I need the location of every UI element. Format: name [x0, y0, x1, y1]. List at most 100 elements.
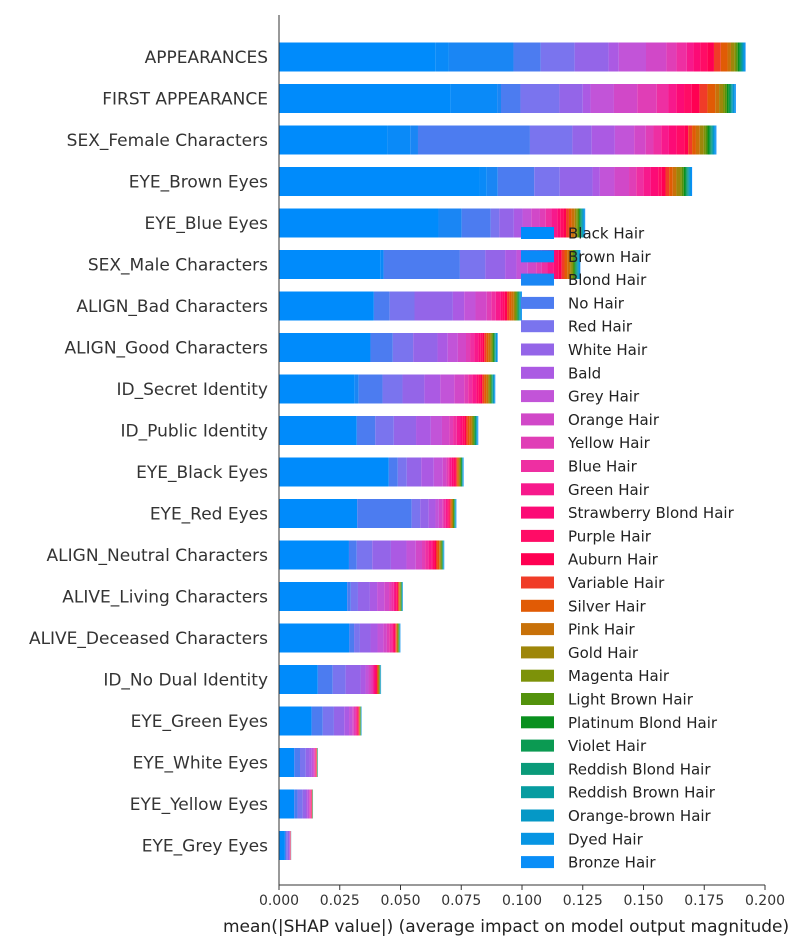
- legend-swatch: [521, 739, 554, 752]
- x-tick-label: 0.175: [684, 893, 724, 909]
- bar-segment: [396, 623, 398, 653]
- bar-segment: [522, 208, 532, 238]
- bar-segment: [599, 167, 615, 196]
- bar-segment: [387, 125, 411, 155]
- bar-segment: [486, 333, 489, 362]
- bar-segment: [468, 374, 473, 404]
- y-tick-label: EYE_Red Eyes: [150, 505, 268, 525]
- bar-segment: [349, 623, 355, 653]
- bar-segment: [560, 208, 564, 238]
- legend-label: Strawberry Blond Hair: [568, 504, 735, 522]
- bar-segment: [731, 84, 733, 113]
- bar-segment: [449, 499, 450, 528]
- bar-segment: [445, 499, 448, 528]
- y-tick-label: ALIGN_Good Characters: [65, 339, 269, 359]
- bar-segment: [390, 540, 407, 570]
- x-axis-label: mean(|SHAP value|) (average impact on mo…: [223, 917, 789, 937]
- bar-segment: [392, 623, 394, 653]
- bar-segment: [386, 623, 390, 653]
- legend-label: Bald: [568, 364, 601, 382]
- bar-segment: [740, 42, 742, 72]
- bar-segment: [742, 42, 744, 72]
- bar-segment: [517, 291, 519, 321]
- bar-segment: [490, 374, 492, 404]
- legend-swatch: [521, 529, 554, 542]
- bar-segment: [397, 623, 399, 653]
- bar-segment: [614, 167, 630, 196]
- bar-segment: [575, 250, 577, 279]
- bar-segment: [722, 84, 725, 113]
- bar-segment: [375, 416, 394, 445]
- bar-segment: [434, 540, 437, 570]
- bar-segment: [681, 167, 684, 196]
- bar-segment: [472, 416, 474, 445]
- bar-segment: [370, 333, 393, 362]
- bar-segment: [504, 291, 508, 321]
- bar-segment: [435, 499, 439, 528]
- bar-segment: [529, 125, 573, 155]
- bar-segment: [509, 291, 512, 321]
- legend-swatch: [521, 366, 554, 379]
- bar-segment: [442, 457, 447, 487]
- bar-segment: [579, 208, 581, 238]
- bar-segment: [727, 42, 731, 72]
- bar-segment: [661, 125, 669, 155]
- bar-segment: [578, 250, 580, 279]
- bar-segment: [517, 291, 518, 321]
- y-tick-label: SEX_Male Characters: [88, 256, 268, 276]
- bar-segment: [568, 208, 572, 238]
- bar-segment: [289, 831, 290, 860]
- bar-segment: [443, 499, 446, 528]
- y-tick-label: FIRST APPEARANCE: [102, 90, 268, 110]
- bar-segment: [279, 416, 357, 445]
- bar-segment: [344, 706, 350, 736]
- bar-segment: [691, 167, 693, 196]
- bar-segment: [480, 333, 483, 362]
- bar-segment: [447, 333, 458, 362]
- y-tick-label: SEX_Female Characters: [67, 131, 268, 151]
- bar-segment: [333, 706, 345, 736]
- legend-swatch: [521, 506, 554, 519]
- bar-segment: [314, 748, 315, 777]
- y-tick-label: ALIGN_Neutral Characters: [47, 546, 269, 566]
- bar-segment: [473, 416, 475, 445]
- bar-segment: [373, 291, 390, 321]
- bar-segment: [705, 125, 708, 155]
- legend-swatch: [521, 716, 554, 729]
- bar-segment: [676, 42, 687, 72]
- bar-segment: [384, 582, 390, 611]
- bar-segment: [688, 167, 690, 196]
- bar-segment: [519, 291, 521, 321]
- bar-segment: [491, 291, 496, 321]
- bar-segment: [687, 167, 689, 196]
- bar-segment: [466, 416, 468, 445]
- bar-segment: [437, 333, 448, 362]
- bar-segment: [461, 208, 491, 238]
- bar-segment: [711, 125, 713, 155]
- legend-swatch: [521, 669, 554, 682]
- bar-segment: [477, 416, 478, 445]
- bar-segment: [279, 540, 349, 570]
- bar-segment: [406, 457, 422, 487]
- bar-segment: [448, 499, 450, 528]
- bar-segment: [414, 291, 453, 321]
- bar-segment: [450, 457, 452, 487]
- legend-swatch: [521, 693, 554, 705]
- bar-segment: [495, 333, 497, 362]
- legend-label: White Hair: [568, 341, 648, 359]
- bar-segment: [592, 167, 600, 196]
- y-tick-label: EYE_White Eyes: [133, 754, 268, 774]
- bar-segment: [707, 125, 710, 155]
- bar-segment: [590, 84, 614, 113]
- bar-segment: [389, 291, 415, 321]
- bar-segment: [353, 706, 356, 736]
- bar-segment: [430, 416, 442, 445]
- bar-segment: [496, 333, 498, 362]
- legend-swatch: [521, 856, 554, 869]
- legend-label: Orange-brown Hair: [568, 807, 712, 825]
- bar-segment: [447, 499, 449, 528]
- bar-segment: [347, 582, 351, 611]
- bar-segment: [422, 540, 426, 570]
- legend-swatch: [521, 343, 554, 356]
- y-tick-label: ID_Secret Identity: [117, 380, 269, 400]
